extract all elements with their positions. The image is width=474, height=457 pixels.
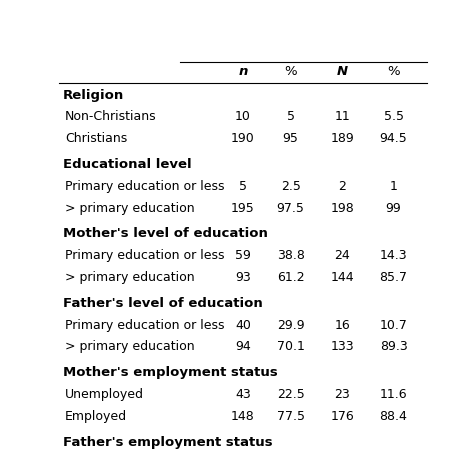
Text: 198: 198 (330, 202, 354, 215)
Text: 11: 11 (334, 111, 350, 123)
Text: 29.9: 29.9 (277, 319, 304, 332)
Text: 10: 10 (235, 111, 251, 123)
Text: %: % (284, 65, 297, 79)
Text: N: N (337, 65, 347, 79)
Text: 93: 93 (235, 271, 251, 284)
Text: 195: 195 (231, 202, 255, 215)
Text: %: % (387, 65, 400, 79)
Text: Religion: Religion (63, 89, 124, 101)
Text: 43: 43 (235, 388, 251, 401)
Text: 23: 23 (334, 388, 350, 401)
Text: 11.6: 11.6 (380, 388, 407, 401)
Text: Non-Christians: Non-Christians (65, 111, 156, 123)
Text: 77.5: 77.5 (277, 410, 305, 423)
Text: 5: 5 (239, 180, 247, 193)
Text: Father's level of education: Father's level of education (63, 297, 263, 310)
Text: Mother's employment status: Mother's employment status (63, 366, 278, 379)
Text: 148: 148 (231, 410, 255, 423)
Text: 85.7: 85.7 (380, 271, 408, 284)
Text: 40: 40 (235, 319, 251, 332)
Text: Primary education or less: Primary education or less (65, 249, 224, 262)
Text: Primary education or less: Primary education or less (65, 180, 224, 193)
Text: Mother's level of education: Mother's level of education (63, 228, 268, 240)
Text: > primary education: > primary education (65, 202, 194, 215)
Text: Father's employment status: Father's employment status (63, 436, 273, 448)
Text: 14.3: 14.3 (380, 249, 407, 262)
Text: Christians: Christians (65, 132, 127, 145)
Text: 94.5: 94.5 (380, 132, 408, 145)
Text: Primary education or less: Primary education or less (65, 319, 224, 332)
Text: 5: 5 (287, 111, 295, 123)
Text: n: n (238, 65, 247, 79)
Text: 1: 1 (390, 180, 398, 193)
Text: 144: 144 (330, 271, 354, 284)
Text: 133: 133 (330, 340, 354, 353)
Text: 88.4: 88.4 (380, 410, 408, 423)
Text: 61.2: 61.2 (277, 271, 304, 284)
Text: 190: 190 (231, 132, 255, 145)
Text: 24: 24 (334, 249, 350, 262)
Text: 10.7: 10.7 (380, 319, 408, 332)
Text: > primary education: > primary education (65, 271, 194, 284)
Text: Educational level: Educational level (63, 158, 191, 171)
Text: 95: 95 (283, 132, 299, 145)
Text: Unemployed: Unemployed (65, 388, 144, 401)
Text: 97.5: 97.5 (277, 202, 305, 215)
Text: 38.8: 38.8 (277, 249, 305, 262)
Text: 59: 59 (235, 249, 251, 262)
Text: 2.5: 2.5 (281, 180, 301, 193)
Text: 176: 176 (330, 410, 354, 423)
Text: 2: 2 (338, 180, 346, 193)
Text: > primary education: > primary education (65, 340, 194, 353)
Text: Employed: Employed (65, 410, 127, 423)
Text: 16: 16 (334, 319, 350, 332)
Text: 189: 189 (330, 132, 354, 145)
Text: 89.3: 89.3 (380, 340, 408, 353)
Text: 94: 94 (235, 340, 251, 353)
Text: 5.5: 5.5 (383, 111, 403, 123)
Text: 22.5: 22.5 (277, 388, 305, 401)
Text: 70.1: 70.1 (277, 340, 305, 353)
Text: 99: 99 (386, 202, 401, 215)
